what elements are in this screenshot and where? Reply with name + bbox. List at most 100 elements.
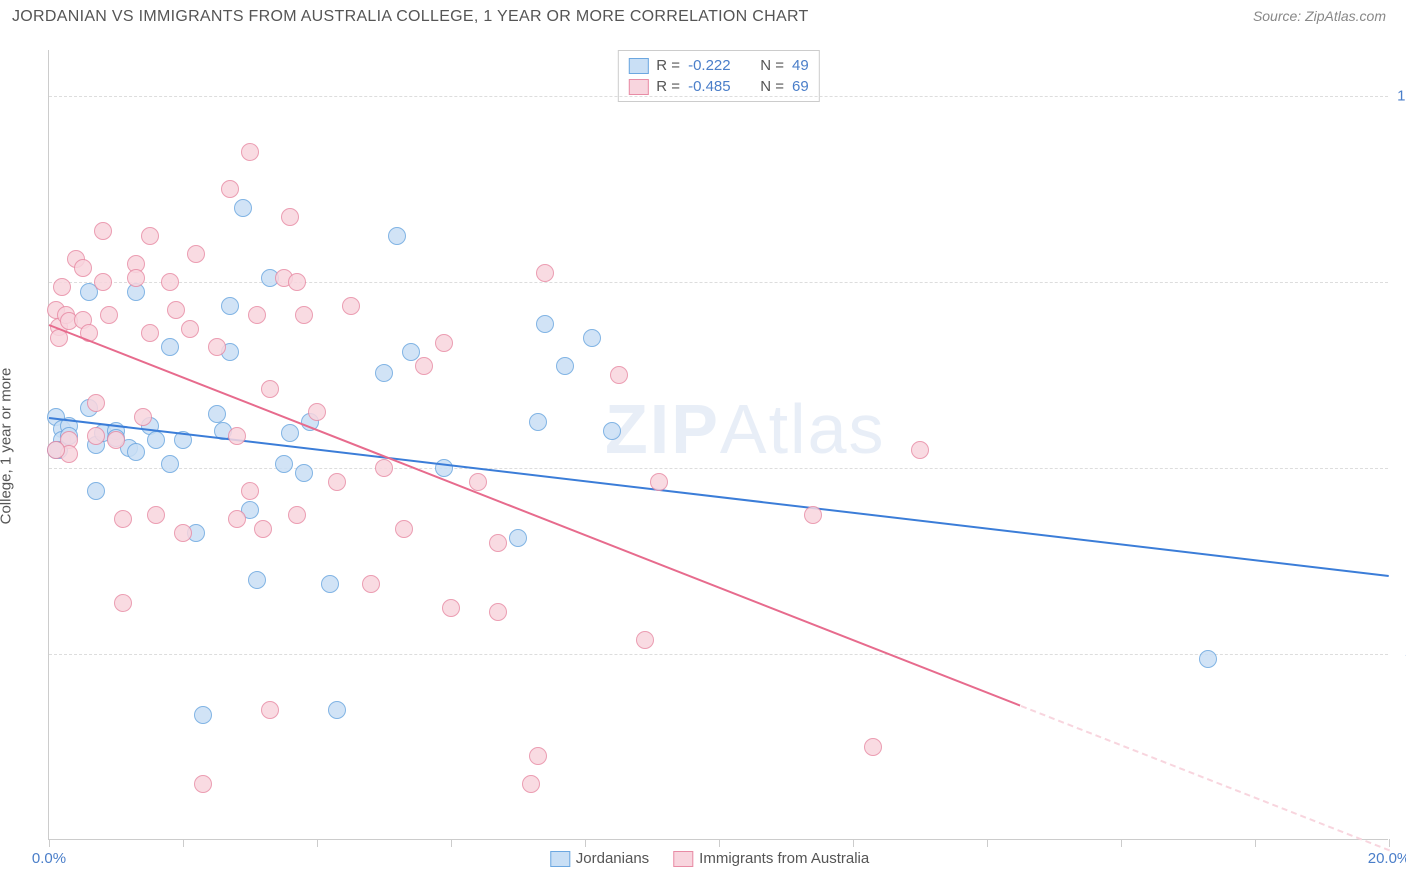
data-point [221,180,239,198]
data-point [522,775,540,793]
data-point [254,520,272,538]
series-legend: JordaniansImmigrants from Australia [550,850,887,867]
data-point [127,269,145,287]
y-tick-label: 40.0% [1393,646,1406,663]
x-tick [1255,839,1256,847]
data-point [375,364,393,382]
data-point [536,315,554,333]
gridline [49,282,1388,283]
data-point [328,701,346,719]
data-point [141,324,159,342]
x-tick [1121,839,1122,847]
data-point [261,701,279,719]
data-point [1199,650,1217,668]
y-tick-label: 60.0% [1393,460,1406,477]
x-tick [317,839,318,847]
data-point [442,599,460,617]
data-point [53,278,71,296]
data-point [536,264,554,282]
data-point [395,520,413,538]
data-point [114,510,132,528]
data-point [94,273,112,291]
data-point [556,357,574,375]
data-point [321,575,339,593]
chart-title: JORDANIAN VS IMMIGRANTS FROM AUSTRALIA C… [12,8,809,26]
legend-n-value: 69 [792,78,809,95]
data-point [402,343,420,361]
scatter-chart: ZIPAtlas R =-0.222 N =49R =-0.485 N =69 … [48,50,1388,840]
gridline [49,96,1388,97]
data-point [194,706,212,724]
data-point [134,408,152,426]
data-point [174,524,192,542]
data-point [603,422,621,440]
data-point [469,473,487,491]
data-point [161,455,179,473]
legend-swatch [628,79,648,95]
legend-swatch [550,851,570,867]
data-point [87,482,105,500]
x-tick [183,839,184,847]
regression-line [1020,705,1389,851]
data-point [864,738,882,756]
data-point [275,455,293,473]
data-point [141,227,159,245]
data-point [241,143,259,161]
data-point [288,506,306,524]
data-point [610,366,628,384]
data-point [74,259,92,277]
legend-r-label: R = [656,57,680,74]
legend-r-value: -0.485 [688,78,748,95]
y-axis-label: College, 1 year or more [0,368,15,525]
data-point [248,571,266,589]
data-point [509,529,527,547]
data-point [47,441,65,459]
legend-r-value: -0.222 [688,57,748,74]
data-point [248,306,266,324]
data-point [87,394,105,412]
data-point [167,301,185,319]
data-point [147,506,165,524]
data-point [388,227,406,245]
data-point [435,334,453,352]
data-point [100,306,118,324]
x-tick-label: 20.0% [1368,850,1406,867]
data-point [911,441,929,459]
legend-series-name: Immigrants from Australia [699,850,869,867]
data-point [87,427,105,445]
legend-n-value: 49 [792,57,809,74]
data-point [489,534,507,552]
data-point [529,747,547,765]
data-point [241,482,259,500]
data-point [261,380,279,398]
data-point [221,297,239,315]
x-tick [853,839,854,847]
data-point [529,413,547,431]
legend-swatch [628,58,648,74]
data-point [362,575,380,593]
legend-row: R =-0.222 N =49 [628,55,808,76]
legend-n-label: N = [756,78,784,95]
x-tick [451,839,452,847]
source-label: Source: ZipAtlas.com [1253,8,1386,24]
data-point [375,459,393,477]
data-point [228,510,246,528]
data-point [281,208,299,226]
data-point [208,338,226,356]
data-point [187,245,205,263]
data-point [127,443,145,461]
data-point [583,329,601,347]
data-point [94,222,112,240]
y-tick-label: 80.0% [1393,274,1406,291]
legend-r-label: R = [656,78,680,95]
data-point [342,297,360,315]
data-point [281,424,299,442]
data-point [328,473,346,491]
data-point [181,320,199,338]
data-point [194,775,212,793]
x-tick-label: 0.0% [32,850,66,867]
correlation-legend: R =-0.222 N =49R =-0.485 N =69 [617,50,819,102]
legend-swatch [673,851,693,867]
x-tick [987,839,988,847]
watermark: ZIPAtlas [605,389,886,469]
